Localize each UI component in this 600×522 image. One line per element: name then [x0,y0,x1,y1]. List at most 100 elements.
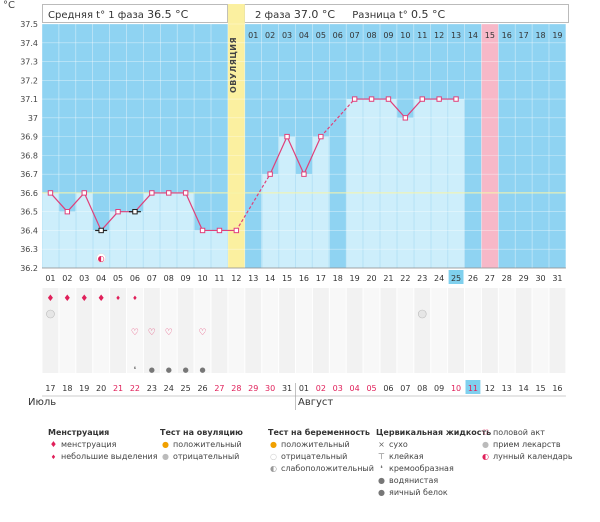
symptom-cell [177,356,194,373]
symptom-cell [431,339,448,356]
calendar-date-label: 05 [366,384,376,393]
temperature-point [368,96,375,102]
symptom-cell [59,339,76,356]
symptom-cell [465,339,481,356]
calendar-date-label: 20 [96,384,106,393]
symptom-cell [76,288,93,305]
symptom-cell [448,305,464,322]
calendar-date-label: 03 [333,384,343,393]
cycle-day-label: 16 [299,274,309,283]
symptom-cell [93,305,110,322]
temperature-line-segment [286,136,305,175]
symptom-cell [177,322,194,339]
symptom-cell [228,339,245,356]
calendar-date-label: 22 [130,384,140,393]
symptom-cell [279,322,295,339]
symptom-cell [312,339,329,356]
phase2-summary: 2 фаза 37.0 °C Разница t° 0.5 °C [244,4,569,23]
symptom-cell [42,356,59,373]
calendar-date-label: 12 [485,384,495,393]
calendar-date-label: 15 [535,384,545,393]
calendar-date-label: 14 [519,384,529,393]
symptom-cell [414,356,431,373]
phase2-day-label: 17 [519,31,529,40]
cycle-day-label: 23 [417,274,427,283]
temperature-line-segment [303,136,322,175]
cycle-day-label: 17 [316,274,326,283]
symptom-cell [346,288,363,305]
y-tick-label: 37 [28,114,38,123]
symptom-cell [363,322,380,339]
symptom-cell [465,288,481,305]
temperature-line-segment [185,192,204,231]
temperature-point [64,208,71,215]
temperature-point [115,208,121,215]
cycle-day-label: 03 [79,274,89,283]
symptom-cell [380,339,397,356]
symptom-cell [245,356,262,373]
symptom-cell [262,322,279,339]
calendar-date-label: 29 [248,384,258,393]
cycle-day-label: 01 [45,274,55,283]
legend-cervical-watery: ● водянистая [376,476,438,485]
temperature-point [267,171,273,177]
symptom-cell [532,339,549,356]
phase2-day-label: 11 [417,31,427,40]
small-drop-icon: ♦ [50,454,57,461]
symptom-cell [127,288,143,305]
symptom-cell [76,339,93,356]
phase2-day-label: 01 [248,31,258,40]
symptom-cell [143,288,160,305]
calendar-date-label: 21 [113,384,123,393]
symptom-cell [76,322,93,339]
symptom-cell [279,339,295,356]
creamy-icon: ❛ [134,365,137,374]
temperature-point [453,96,459,102]
temperature-point [216,227,223,234]
temperature-line-segment [320,98,356,138]
calendar-date-label: 02 [316,384,326,393]
temperature-point [233,227,240,234]
symptom-cell [346,339,363,356]
temperature-bar [262,174,279,268]
legend-pill: ● прием лекарств [480,440,561,449]
symptom-cell [549,322,566,339]
cycle-day-label: 10 [197,274,207,283]
symptom-cell [296,305,312,322]
moon-icon-bg [96,253,106,263]
symptom-cell [59,322,76,339]
temperature-point [301,171,307,177]
ovulation-test-negative-icon [46,309,55,319]
cycle-day-label: 13 [248,274,258,283]
symptom-cell [211,305,228,322]
symptom-cell [363,339,380,356]
symptom-cell [110,356,126,373]
y-tick-label: 36.2 [20,264,38,273]
phase2-day-label: 03 [282,31,292,40]
cycle-day-label: 14 [265,274,275,283]
temperature-point [132,208,138,215]
cycle-day-label: 20 [366,274,376,283]
temperature-point [385,96,392,102]
temperature-bar [431,99,448,268]
cycle-day-label: 06 [130,274,140,283]
expected-period-column [481,24,499,268]
symptom-cell [296,288,312,305]
symptom-cell [549,356,566,373]
water-drop-icon: ● [378,476,385,485]
symptom-cell [42,339,59,356]
cycle-day-label: 21 [383,274,393,283]
sun-icon: ● [162,440,169,449]
phase2-day-label: 07 [350,31,360,40]
symptom-cell [76,356,93,373]
temperature-bar [110,211,126,268]
calendar-date-label: 30 [265,384,275,393]
menstruation-icon: ♦ [46,294,54,304]
legend-cervical-dry: × сухо [376,440,408,449]
temperature-line-segment [134,192,153,213]
symptom-cell [515,356,532,373]
legend-ovulation-test-title: Тест на овуляцию [160,428,243,437]
symptom-cell [228,305,245,322]
temperature-point [81,190,87,196]
symptom-cell [481,288,498,305]
